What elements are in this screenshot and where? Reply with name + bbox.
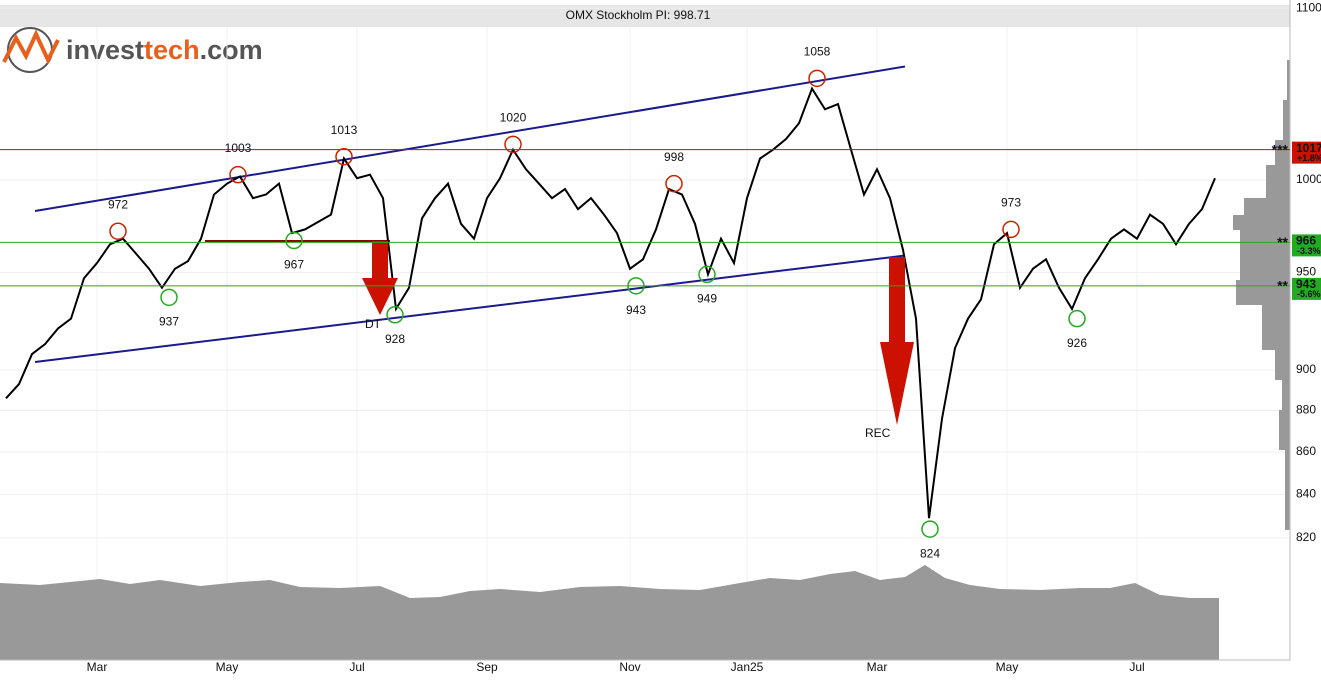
trendline (34, 65, 906, 212)
top-label: 972 (108, 197, 128, 211)
logo-part: tech (144, 35, 200, 65)
bottom-marker (627, 277, 645, 295)
top-marker (229, 165, 247, 184)
top-marker (335, 147, 353, 166)
volume-area (0, 565, 1219, 660)
top-marker (1002, 220, 1020, 239)
top-marker (665, 174, 683, 193)
top-marker (808, 69, 826, 88)
x-tick-label: Jul (349, 660, 364, 674)
top-label: 1020 (500, 111, 527, 125)
x-tick-label: May (216, 660, 239, 674)
y-tick-label: 880 (1296, 403, 1316, 417)
level-label: 966 (1296, 234, 1316, 248)
bottom-marker (285, 231, 303, 250)
bottom-label: 949 (697, 292, 717, 306)
trendline (34, 254, 906, 364)
logo-text: investtech.com (66, 35, 263, 65)
x-tick-label: May (996, 660, 1019, 674)
x-tick-label: Jul (1129, 660, 1144, 674)
y-tick-label: 950 (1296, 265, 1316, 279)
level-stars: *** (1272, 141, 1289, 157)
top-marker (504, 135, 522, 154)
x-tick-label: Nov (619, 660, 640, 674)
level-box (1292, 141, 1321, 164)
bottom-label: 943 (626, 303, 646, 317)
level-change: +1.8% (1297, 153, 1321, 163)
y-tick-label: 860 (1296, 444, 1316, 458)
bottom-label: 967 (284, 258, 304, 272)
signal-label: DT (365, 317, 382, 331)
y-tick-label: 840 (1296, 487, 1316, 501)
bottom-label: 926 (1067, 336, 1087, 350)
bottom-marker (1068, 309, 1086, 328)
y-tick-label: 900 (1296, 362, 1316, 376)
level-stars: ** (1277, 278, 1288, 294)
bottom-marker (386, 306, 404, 324)
level-box (1292, 234, 1321, 257)
level-stars: ** (1277, 234, 1288, 250)
top-label: 1003 (225, 141, 252, 155)
level-change: -5.6% (1297, 289, 1321, 299)
logo-part: invest (66, 35, 144, 65)
top-label: 1013 (331, 123, 358, 137)
x-tick-label: Jan25 (731, 660, 764, 674)
signal-label: REC (865, 426, 891, 440)
title-bar (0, 5, 1290, 27)
bottom-marker (921, 520, 939, 538)
bottom-label: 937 (159, 315, 179, 329)
top-label: 1058 (804, 45, 831, 59)
logo: investtech.com (2, 27, 263, 73)
x-tick-label: Mar (87, 660, 108, 674)
level-label: 1017 (1296, 141, 1321, 155)
level-label: 943 (1296, 277, 1316, 291)
bottom-marker (160, 288, 178, 307)
chart-title: OMX Stockholm PI: 998.71 (566, 8, 711, 22)
signal-arrow (880, 257, 914, 425)
top-marker (109, 222, 127, 240)
y-tick-label: 820 (1296, 530, 1316, 544)
y-tick-label: 1000 (1296, 172, 1321, 186)
volume-profile (1233, 60, 1290, 530)
bottom-label: 824 (920, 546, 940, 560)
y-tick-label: 1100 (1296, 0, 1321, 14)
signal-arrow (362, 241, 398, 315)
x-tick-label: Sep (476, 660, 498, 674)
top-label: 973 (1001, 196, 1021, 210)
bottom-label: 928 (385, 332, 405, 346)
level-change: -3.3% (1297, 246, 1321, 256)
top-label: 998 (664, 150, 684, 164)
bottom-marker (698, 265, 716, 284)
price-line (5, 86, 1216, 519)
level-box (1292, 277, 1321, 300)
logo-part: .com (200, 35, 263, 65)
x-tick-label: Mar (867, 660, 888, 674)
logo-zigzag (2, 29, 60, 65)
